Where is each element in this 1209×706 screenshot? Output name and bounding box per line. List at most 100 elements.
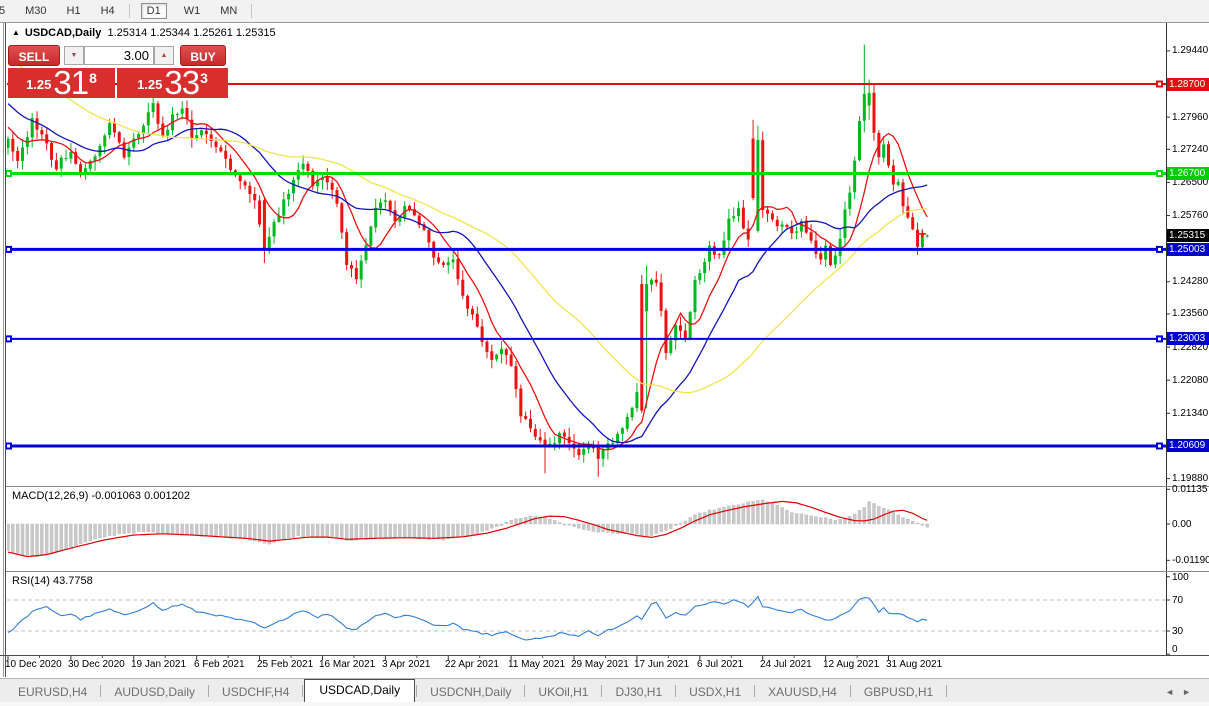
candle bbox=[872, 92, 876, 133]
candle bbox=[562, 432, 566, 437]
candle bbox=[180, 108, 184, 114]
candle bbox=[882, 144, 886, 158]
price-tag[interactable]: 1.28700 bbox=[1167, 78, 1209, 91]
candle bbox=[103, 135, 107, 147]
candle bbox=[509, 354, 513, 366]
candle bbox=[785, 224, 789, 227]
candle bbox=[625, 416, 629, 429]
macd-bar bbox=[925, 523, 929, 528]
timeframe-button-5[interactable]: 5 bbox=[0, 5, 6, 17]
chart-tab-eurusd[interactable]: EURUSD,H4 bbox=[18, 685, 88, 699]
chart-tab-xauusd[interactable]: XAUUSD,H4 bbox=[768, 685, 837, 699]
candle bbox=[678, 325, 682, 331]
volume-input[interactable]: 3.00 bbox=[84, 46, 154, 65]
candle bbox=[920, 234, 924, 248]
macd-bar bbox=[862, 507, 867, 525]
tabs-scroll-right-icon[interactable]: ► bbox=[1182, 687, 1199, 697]
timeframe-button-mn[interactable]: MN bbox=[220, 5, 238, 17]
macd-bar bbox=[562, 523, 567, 526]
collapse-icon[interactable]: ▲ bbox=[12, 28, 20, 37]
candle bbox=[422, 224, 426, 230]
macd-signal-line bbox=[7, 500, 928, 558]
candle bbox=[200, 130, 204, 136]
macd-axis-label: -0.01190 bbox=[1172, 555, 1209, 566]
candle bbox=[529, 418, 533, 429]
candle bbox=[911, 217, 915, 230]
candle bbox=[175, 114, 179, 116]
candle bbox=[543, 439, 547, 446]
macd-bar bbox=[15, 523, 20, 555]
candle bbox=[267, 236, 271, 250]
line-handle-dot bbox=[1158, 247, 1161, 251]
candle bbox=[475, 313, 479, 327]
macd-bar bbox=[509, 519, 513, 525]
volume-increase-button[interactable]: ▲ bbox=[154, 46, 174, 65]
price-axis-label: 1.24280 bbox=[1172, 276, 1209, 287]
macd-bar bbox=[586, 523, 591, 531]
price-tag[interactable]: 1.25315 bbox=[1167, 229, 1209, 242]
candle bbox=[751, 138, 755, 199]
chart-tab-gbpusd[interactable]: GBPUSD,H1 bbox=[863, 685, 934, 699]
macd-bar bbox=[83, 523, 88, 543]
candle bbox=[137, 133, 141, 139]
candles-layer bbox=[7, 44, 929, 477]
timeframe-button-m30[interactable]: M30 bbox=[25, 5, 47, 17]
candle bbox=[843, 209, 847, 239]
candle bbox=[243, 181, 247, 186]
candle bbox=[925, 235, 929, 237]
candle bbox=[538, 437, 542, 441]
macd-bar bbox=[301, 523, 305, 538]
chart-tab-usdcnh[interactable]: USDCNH,Daily bbox=[430, 685, 512, 699]
macd-bar bbox=[224, 523, 228, 538]
candle bbox=[485, 341, 489, 352]
macd-bar bbox=[920, 523, 925, 526]
candle bbox=[398, 217, 402, 222]
chart-tab-usdchf[interactable]: USDCHF,H4 bbox=[222, 685, 290, 699]
candle bbox=[664, 310, 668, 353]
buy-price[interactable]: 1.25 33 3 bbox=[117, 66, 228, 99]
candle bbox=[117, 132, 121, 143]
timeframe-button-w1[interactable]: W1 bbox=[183, 5, 201, 17]
price-marker-icon[interactable] bbox=[918, 230, 926, 238]
price-tag[interactable]: 1.26700 bbox=[1167, 167, 1209, 180]
price-tag[interactable]: 1.23003 bbox=[1167, 332, 1209, 345]
rsi-axis-label: 70 bbox=[1172, 595, 1184, 606]
timeframe-button-h1[interactable]: H1 bbox=[66, 5, 81, 17]
macd-bar bbox=[286, 523, 291, 539]
tabs-scroll-left-icon[interactable]: ◄ bbox=[1165, 687, 1183, 697]
chart-tab-audusd[interactable]: AUDUSD,Daily bbox=[114, 685, 196, 699]
macd-bar bbox=[683, 520, 688, 525]
candle bbox=[54, 160, 58, 170]
candle bbox=[504, 349, 508, 355]
candle bbox=[349, 265, 353, 269]
macd-bar bbox=[664, 523, 668, 531]
price-tag[interactable]: 1.20609 bbox=[1167, 439, 1209, 452]
tab-divider bbox=[100, 685, 102, 697]
macd-bar bbox=[625, 523, 629, 533]
candle bbox=[649, 279, 653, 285]
timeframe-button-d1[interactable]: D1 bbox=[140, 3, 167, 19]
chart-tab-ukoil[interactable]: UKOil,H1 bbox=[538, 685, 589, 699]
tab-divider bbox=[946, 685, 948, 697]
macd-bar bbox=[306, 523, 310, 536]
candle bbox=[306, 163, 310, 171]
candle bbox=[35, 118, 39, 130]
chart-tab-usdcad[interactable]: USDCAD,Daily bbox=[304, 679, 416, 702]
macd-bar bbox=[417, 523, 421, 540]
candle bbox=[354, 267, 358, 280]
candle bbox=[916, 229, 920, 247]
volume-decrease-button[interactable]: ▼ bbox=[64, 46, 84, 65]
date-axis-label: 16 Mar 2021 bbox=[319, 659, 376, 670]
sell-price[interactable]: 1.25 31 8 bbox=[8, 66, 115, 99]
chart-tab-usdx[interactable]: USDX,H1 bbox=[689, 685, 742, 699]
timeframe-button-h4[interactable]: H4 bbox=[100, 5, 115, 17]
candle bbox=[166, 129, 170, 136]
macd-bar bbox=[475, 523, 479, 534]
candle bbox=[412, 209, 416, 216]
sell-button[interactable]: SELL bbox=[8, 45, 60, 66]
price-tag[interactable]: 1.25003 bbox=[1167, 243, 1209, 256]
chart-tab-dj30[interactable]: DJ30,H1 bbox=[615, 685, 663, 699]
buy-button[interactable]: BUY bbox=[180, 45, 226, 66]
macd-bar bbox=[693, 514, 697, 525]
